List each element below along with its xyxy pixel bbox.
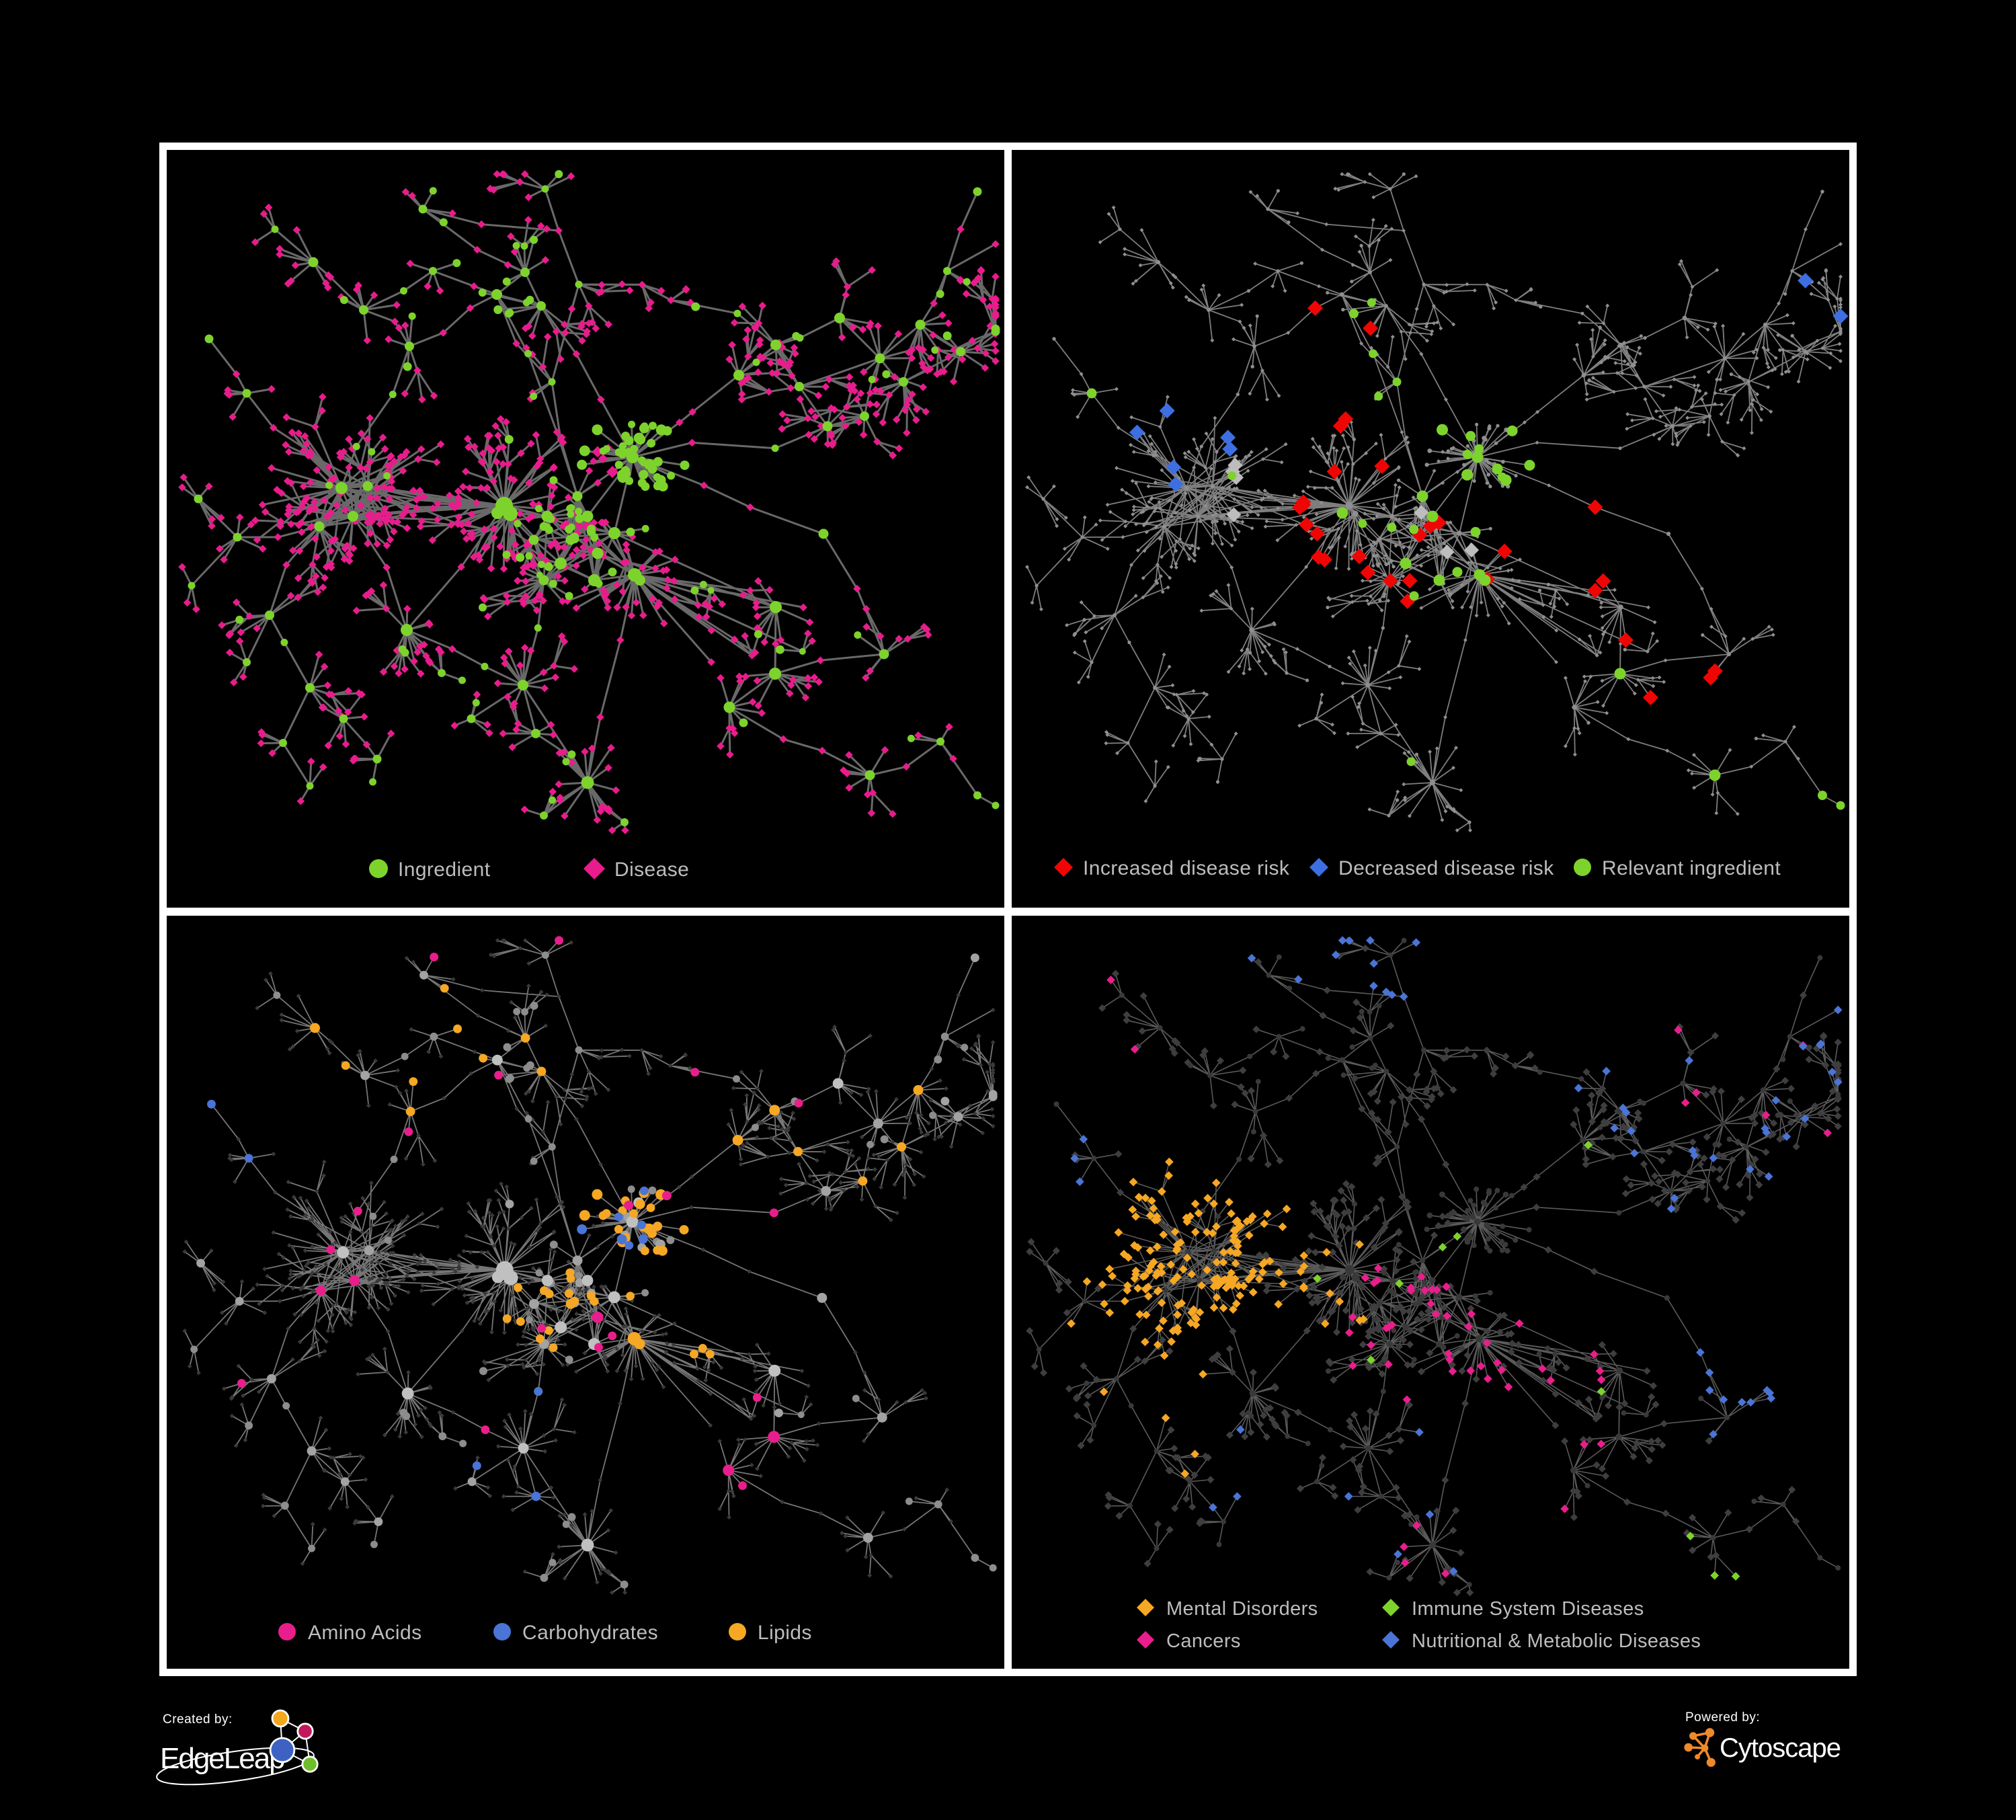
svg-text:Created by:: Created by:	[163, 1712, 233, 1727]
svg-text:Carbohydrates: Carbohydrates	[522, 1622, 658, 1644]
svg-text:Mental Disorders: Mental Disorders	[1166, 1598, 1318, 1620]
svg-text:Cancers: Cancers	[1166, 1630, 1241, 1652]
svg-text:Disease: Disease	[614, 859, 689, 881]
svg-text:Lipids: Lipids	[758, 1622, 812, 1644]
svg-text:Ingredient: Ingredient	[398, 859, 491, 881]
svg-text:EdgeLeap: EdgeLeap	[160, 1742, 284, 1775]
svg-text:Cytoscape: Cytoscape	[1720, 1733, 1841, 1763]
svg-text:Relevant ingredient: Relevant ingredient	[1602, 857, 1781, 879]
svg-text:Nutritional & Metabolic Diseas: Nutritional & Metabolic Diseases	[1412, 1630, 1701, 1652]
svg-text:Immune System Diseases: Immune System Diseases	[1412, 1598, 1644, 1620]
svg-text:Amino Acids: Amino Acids	[308, 1622, 421, 1644]
svg-text:Increased disease risk: Increased disease risk	[1083, 857, 1290, 879]
svg-text:Decreased disease risk: Decreased disease risk	[1338, 857, 1554, 879]
svg-text:Powered by:: Powered by:	[1685, 1710, 1760, 1725]
